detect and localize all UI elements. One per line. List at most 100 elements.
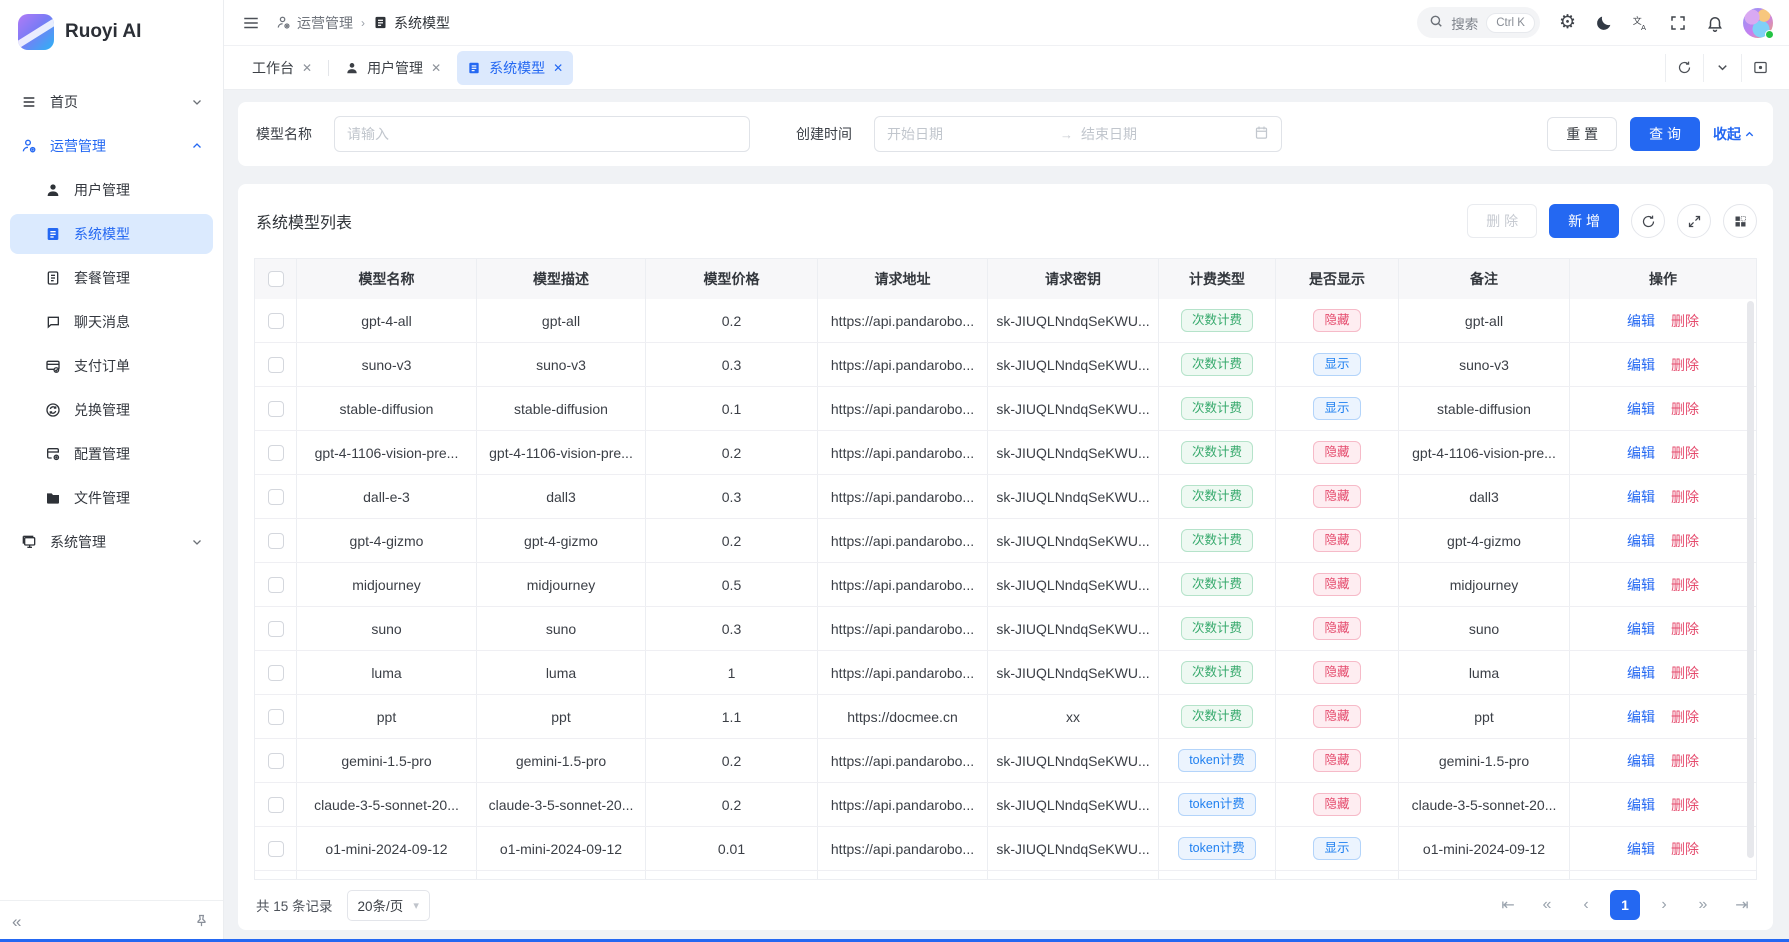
sidebar-item-users[interactable]: 用户管理 bbox=[10, 170, 213, 210]
delete-button[interactable]: 删 除 bbox=[1467, 204, 1537, 238]
delete-link[interactable]: 删除 bbox=[1671, 619, 1699, 639]
model-name-placeholder: 请输入 bbox=[347, 124, 389, 144]
collapse-filter-link[interactable]: 收起 bbox=[1713, 124, 1755, 144]
avatar[interactable] bbox=[1743, 8, 1773, 38]
breadcrumb-parent[interactable]: 运营管理 bbox=[276, 13, 353, 33]
sidebar-menu: 首页运营管理用户管理系统模型套餐管理聊天消息支付订单兑换管理配置管理文件管理系统… bbox=[0, 64, 223, 900]
sidebar-item-operations[interactable]: 运营管理 bbox=[10, 126, 213, 166]
sidebar-item-redeem[interactable]: 兑换管理 bbox=[10, 390, 213, 430]
brand[interactable]: Ruoyi AI bbox=[0, 0, 223, 64]
row-checkbox[interactable] bbox=[268, 621, 284, 637]
sidebar-item-system[interactable]: 系统管理 bbox=[10, 522, 213, 562]
edit-link[interactable]: 编辑 bbox=[1627, 355, 1655, 375]
language-icon[interactable]: 文A bbox=[1632, 14, 1650, 32]
actions-cell: 编辑删除 bbox=[1570, 695, 1756, 738]
sidebar-item-payment[interactable]: 支付订单 bbox=[10, 346, 213, 386]
delete-link[interactable]: 删除 bbox=[1671, 795, 1699, 815]
breadcrumb-current[interactable]: 系统模型 bbox=[373, 13, 450, 33]
row-checkbox[interactable] bbox=[268, 709, 284, 725]
prev-5-pages-button[interactable]: « bbox=[1532, 890, 1562, 920]
model-name-input[interactable]: 请输入 bbox=[334, 116, 750, 152]
row-checkbox[interactable] bbox=[268, 533, 284, 549]
add-button[interactable]: 新 增 bbox=[1549, 204, 1619, 238]
edit-link[interactable]: 编辑 bbox=[1627, 795, 1655, 815]
row-checkbox[interactable] bbox=[268, 357, 284, 373]
row-checkbox[interactable] bbox=[268, 313, 284, 329]
select-all-checkbox[interactable] bbox=[268, 271, 284, 287]
tab-users[interactable]: 用户管理✕ bbox=[335, 51, 451, 85]
sidebar-collapse-icon[interactable]: « bbox=[12, 913, 21, 930]
page-size-select[interactable]: 20条/页 ▾ bbox=[347, 890, 430, 921]
last-page-button[interactable]: ⇥ bbox=[1727, 890, 1757, 920]
first-page-button[interactable]: ⇤ bbox=[1493, 890, 1523, 920]
edit-link[interactable]: 编辑 bbox=[1627, 575, 1655, 595]
content-fullscreen-icon[interactable] bbox=[1741, 54, 1779, 82]
delete-link[interactable]: 删除 bbox=[1671, 399, 1699, 419]
hamburger-icon[interactable] bbox=[242, 14, 260, 32]
edit-link[interactable]: 编辑 bbox=[1627, 619, 1655, 639]
edit-link[interactable]: 编辑 bbox=[1627, 839, 1655, 859]
row-checkbox[interactable] bbox=[268, 797, 284, 813]
edit-link[interactable]: 编辑 bbox=[1627, 707, 1655, 727]
sidebar-item-config[interactable]: 配置管理 bbox=[10, 434, 213, 474]
current-page-button[interactable]: 1 bbox=[1610, 890, 1640, 920]
edit-link[interactable]: 编辑 bbox=[1627, 751, 1655, 771]
close-icon[interactable]: ✕ bbox=[553, 61, 563, 75]
refresh-table-icon[interactable] bbox=[1631, 204, 1665, 238]
visibility-cell: 显示 bbox=[1276, 343, 1399, 386]
delete-link[interactable]: 删除 bbox=[1671, 575, 1699, 595]
tab-workbench[interactable]: 工作台✕ bbox=[242, 51, 322, 85]
global-search[interactable]: 搜索 Ctrl K bbox=[1417, 7, 1540, 38]
tabs-dropdown-chevron-icon[interactable] bbox=[1703, 54, 1741, 82]
delete-link[interactable]: 删除 bbox=[1671, 707, 1699, 727]
table-fullscreen-icon[interactable] bbox=[1677, 204, 1711, 238]
actions-cell: 编辑删除 bbox=[1570, 563, 1756, 606]
edit-link[interactable]: 编辑 bbox=[1627, 663, 1655, 683]
delete-link[interactable]: 删除 bbox=[1671, 663, 1699, 683]
edit-link[interactable]: 编辑 bbox=[1627, 399, 1655, 419]
gear-icon[interactable]: ⚙ bbox=[1559, 13, 1576, 32]
table-scrollbar[interactable] bbox=[1747, 301, 1754, 858]
delete-link[interactable]: 删除 bbox=[1671, 443, 1699, 463]
next-page-button[interactable]: › bbox=[1649, 890, 1679, 920]
remark-cell: stable-diffusion bbox=[1399, 387, 1570, 430]
delete-link[interactable]: 删除 bbox=[1671, 311, 1699, 331]
delete-link[interactable]: 删除 bbox=[1671, 751, 1699, 771]
sidebar-item-files[interactable]: 文件管理 bbox=[10, 478, 213, 518]
tab-models[interactable]: 系统模型✕ bbox=[457, 51, 573, 85]
edit-link[interactable]: 编辑 bbox=[1627, 443, 1655, 463]
delete-link[interactable]: 删除 bbox=[1671, 839, 1699, 859]
row-checkbox[interactable] bbox=[268, 489, 284, 505]
column-settings-icon[interactable] bbox=[1723, 204, 1757, 238]
row-checkbox[interactable] bbox=[268, 401, 284, 417]
fullscreen-icon[interactable] bbox=[1669, 14, 1687, 32]
close-icon[interactable]: ✕ bbox=[302, 61, 312, 75]
row-checkbox[interactable] bbox=[268, 841, 284, 857]
row-checkbox[interactable] bbox=[268, 445, 284, 461]
search-button[interactable]: 查 询 bbox=[1630, 117, 1700, 151]
pin-icon[interactable] bbox=[194, 913, 209, 931]
row-checkbox[interactable] bbox=[268, 577, 284, 593]
dark-mode-icon[interactable] bbox=[1595, 14, 1613, 32]
edit-link[interactable]: 编辑 bbox=[1627, 531, 1655, 551]
sidebar-item-packages[interactable]: 套餐管理 bbox=[10, 258, 213, 298]
delete-link[interactable]: 删除 bbox=[1671, 487, 1699, 507]
prev-page-button[interactable]: ‹ bbox=[1571, 890, 1601, 920]
delete-link[interactable]: 删除 bbox=[1671, 531, 1699, 551]
row-checkbox[interactable] bbox=[268, 665, 284, 681]
next-5-pages-button[interactable]: » bbox=[1688, 890, 1718, 920]
sidebar-item-home[interactable]: 首页 bbox=[10, 82, 213, 122]
row-select-cell bbox=[255, 343, 297, 386]
sidebar-item-chat[interactable]: 聊天消息 bbox=[10, 302, 213, 342]
edit-link[interactable]: 编辑 bbox=[1627, 487, 1655, 507]
edit-link[interactable]: 编辑 bbox=[1627, 311, 1655, 331]
refresh-tab-icon[interactable] bbox=[1665, 54, 1703, 82]
row-checkbox[interactable] bbox=[268, 753, 284, 769]
reset-button[interactable]: 重 置 bbox=[1547, 117, 1617, 151]
billing-type-cell: token计费 bbox=[1159, 783, 1276, 826]
close-icon[interactable]: ✕ bbox=[431, 61, 441, 75]
notifications-bell-icon[interactable] bbox=[1706, 14, 1724, 32]
date-range-picker[interactable]: 开始日期 → 结束日期 bbox=[874, 116, 1282, 152]
sidebar-item-models[interactable]: 系统模型 bbox=[10, 214, 213, 254]
delete-link[interactable]: 删除 bbox=[1671, 355, 1699, 375]
